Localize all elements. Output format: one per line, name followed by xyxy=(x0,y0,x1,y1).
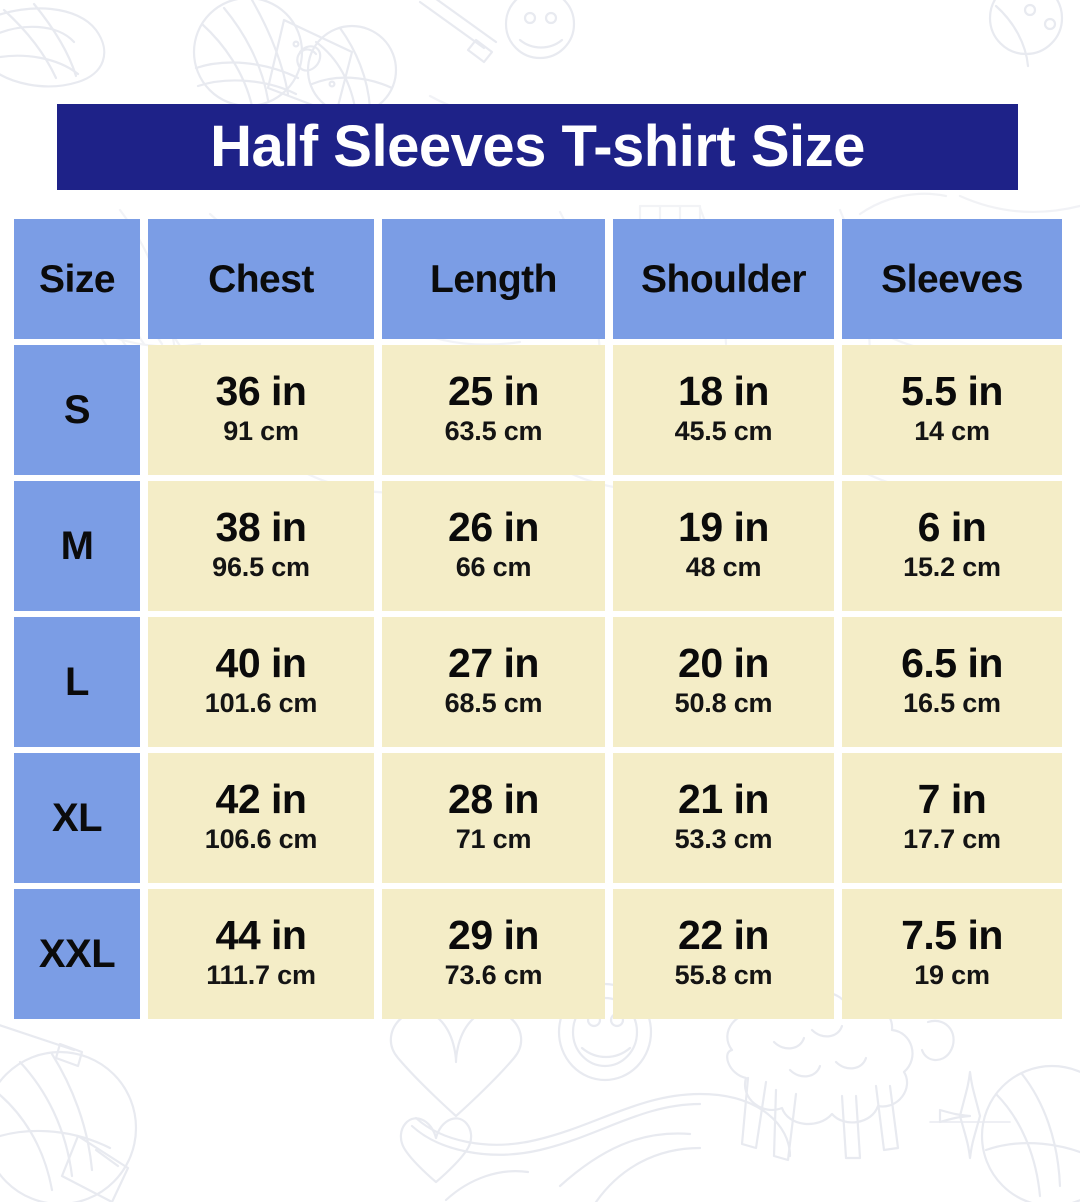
value-centimeters: 50.8 cm xyxy=(674,688,773,719)
sleeves-cell: 7 in 17.7 cm xyxy=(842,753,1062,883)
length-cell: 29 in 73.6 cm xyxy=(382,889,605,1019)
table-row: L 40 in 101.6 cm 27 in 68.5 cm 20 in 50.… xyxy=(14,617,1066,747)
size-cell: XL xyxy=(14,753,140,883)
length-cell: 28 in 71 cm xyxy=(382,753,605,883)
size-cell: XXL xyxy=(14,889,140,1019)
size-label: XL xyxy=(51,796,103,840)
value-inches: 25 in xyxy=(448,368,539,415)
column-header-label: Shoulder xyxy=(640,257,807,301)
value-inches: 20 in xyxy=(678,640,769,687)
value-inches: 6 in xyxy=(917,504,987,551)
value-centimeters: 68.5 cm xyxy=(444,688,543,719)
value-centimeters: 19 cm xyxy=(914,960,990,991)
table-row: XL 42 in 106.6 cm 28 in 71 cm 21 in 53.3… xyxy=(14,753,1066,883)
size-label: L xyxy=(65,660,89,704)
table-row: XXL 44 in 111.7 cm 29 in 73.6 cm 22 in 5… xyxy=(14,889,1066,1019)
shoulder-cell: 18 in 45.5 cm xyxy=(613,345,834,475)
value-inches: 42 in xyxy=(215,776,307,823)
column-header-shoulder: Shoulder xyxy=(613,219,834,339)
value-inches: 19 in xyxy=(678,504,769,551)
chest-cell: 38 in 96.5 cm xyxy=(148,481,374,611)
value-centimeters: 71 cm xyxy=(455,824,532,855)
shoulder-cell: 22 in 55.8 cm xyxy=(613,889,834,1019)
value-inches: 40 in xyxy=(215,640,307,687)
column-header-chest: Chest xyxy=(148,219,374,339)
value-centimeters: 53.3 cm xyxy=(674,824,773,855)
shoulder-cell: 19 in 48 cm xyxy=(613,481,834,611)
size-cell: L xyxy=(14,617,140,747)
page-title: Half Sleeves T-shirt Size xyxy=(210,114,865,179)
value-inches: 6.5 in xyxy=(901,640,1003,687)
size-chart-table: Size Chest Length Shoulder Sleeves S 36 … xyxy=(14,219,1066,1025)
chest-cell: 36 in 91 cm xyxy=(148,345,374,475)
value-centimeters: 106.6 cm xyxy=(204,824,318,855)
page-title-banner: Half Sleeves T-shirt Size xyxy=(57,104,1018,190)
value-inches: 7 in xyxy=(917,776,987,823)
value-inches: 22 in xyxy=(678,912,769,959)
column-header-size: Size xyxy=(14,219,140,339)
value-inches: 44 in xyxy=(215,912,307,959)
value-inches: 5.5 in xyxy=(901,368,1003,415)
value-centimeters: 16.5 cm xyxy=(903,688,1001,719)
size-cell: M xyxy=(14,481,140,611)
chest-cell: 44 in 111.7 cm xyxy=(148,889,374,1019)
column-header-label: Sleeves xyxy=(881,257,1023,301)
shoulder-cell: 21 in 53.3 cm xyxy=(613,753,834,883)
value-inches: 21 in xyxy=(678,776,769,823)
value-centimeters: 66 cm xyxy=(455,552,532,583)
value-centimeters: 101.6 cm xyxy=(204,688,318,719)
value-inches: 18 in xyxy=(678,368,769,415)
value-inches: 26 in xyxy=(448,504,539,551)
value-centimeters: 91 cm xyxy=(223,416,299,447)
value-inches: 28 in xyxy=(448,776,539,823)
length-cell: 26 in 66 cm xyxy=(382,481,605,611)
value-centimeters: 45.5 cm xyxy=(674,416,773,447)
length-cell: 27 in 68.5 cm xyxy=(382,617,605,747)
sleeves-cell: 7.5 in 19 cm xyxy=(842,889,1062,1019)
table-header-row: Size Chest Length Shoulder Sleeves xyxy=(14,219,1066,339)
value-inches: 36 in xyxy=(215,368,307,415)
column-header-label: Size xyxy=(38,257,116,301)
value-centimeters: 96.5 cm xyxy=(212,552,310,583)
column-header-label: Chest xyxy=(208,257,314,301)
table-row: M 38 in 96.5 cm 26 in 66 cm 19 in 48 cm … xyxy=(14,481,1066,611)
shoulder-cell: 20 in 50.8 cm xyxy=(613,617,834,747)
value-centimeters: 63.5 cm xyxy=(444,416,543,447)
column-header-label: Length xyxy=(430,257,557,301)
value-centimeters: 111.7 cm xyxy=(206,960,316,991)
column-header-sleeves: Sleeves xyxy=(842,219,1062,339)
value-centimeters: 55.8 cm xyxy=(674,960,773,991)
chest-cell: 40 in 101.6 cm xyxy=(148,617,374,747)
size-label: XXL xyxy=(38,932,116,976)
size-cell: S xyxy=(14,345,140,475)
chest-cell: 42 in 106.6 cm xyxy=(148,753,374,883)
value-inches: 27 in xyxy=(448,640,539,687)
sleeves-cell: 6 in 15.2 cm xyxy=(842,481,1062,611)
length-cell: 25 in 63.5 cm xyxy=(382,345,605,475)
value-inches: 7.5 in xyxy=(901,912,1003,959)
value-centimeters: 48 cm xyxy=(685,552,762,583)
size-label: M xyxy=(60,524,94,568)
value-centimeters: 15.2 cm xyxy=(903,552,1001,583)
value-centimeters: 14 cm xyxy=(914,416,990,447)
value-inches: 29 in xyxy=(448,912,539,959)
size-label: S xyxy=(63,388,91,432)
value-centimeters: 17.7 cm xyxy=(903,824,1001,855)
value-inches: 38 in xyxy=(215,504,307,551)
sleeves-cell: 5.5 in 14 cm xyxy=(842,345,1062,475)
table-row: S 36 in 91 cm 25 in 63.5 cm 18 in 45.5 c… xyxy=(14,345,1066,475)
value-centimeters: 73.6 cm xyxy=(444,960,543,991)
column-header-length: Length xyxy=(382,219,605,339)
sleeves-cell: 6.5 in 16.5 cm xyxy=(842,617,1062,747)
